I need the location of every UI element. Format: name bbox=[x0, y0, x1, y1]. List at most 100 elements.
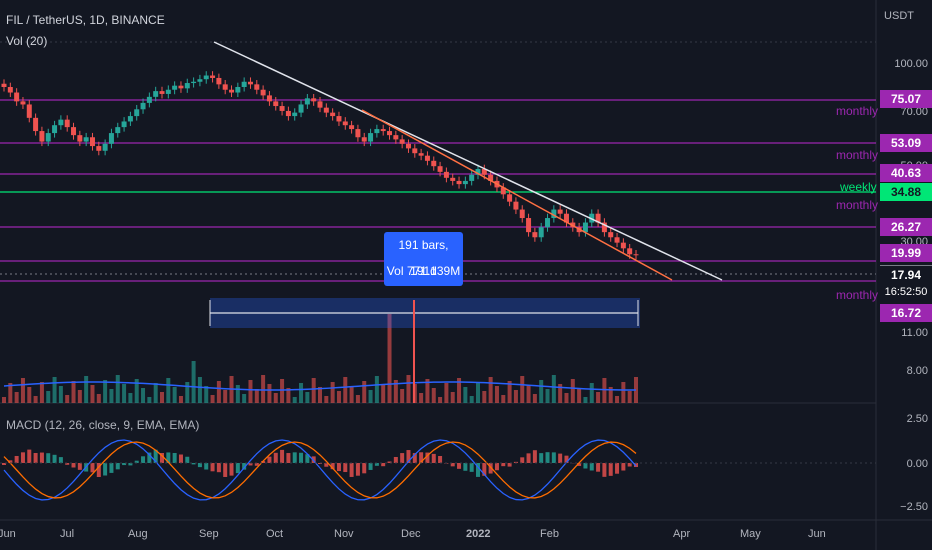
candle-body bbox=[633, 254, 639, 256]
macd-histogram-bar bbox=[551, 452, 556, 463]
macd-histogram-bar bbox=[419, 452, 424, 463]
level-tag-weekly: weekly bbox=[840, 180, 877, 194]
volume-bar bbox=[513, 390, 518, 403]
candle-body bbox=[526, 218, 532, 233]
volume-bar bbox=[166, 378, 171, 403]
candle-body bbox=[115, 127, 121, 134]
volume-bar bbox=[324, 396, 329, 403]
candle-body bbox=[64, 119, 70, 128]
time-tick: Jul bbox=[60, 528, 75, 540]
level-tag: monthly bbox=[836, 148, 879, 162]
macd-histogram-bar bbox=[248, 463, 253, 466]
candle-body bbox=[260, 89, 266, 96]
candle-body bbox=[71, 127, 77, 136]
candle-body bbox=[608, 232, 614, 238]
macd-histogram-bar bbox=[469, 463, 474, 472]
candle-body bbox=[153, 91, 159, 97]
macd-histogram-bar bbox=[532, 450, 537, 463]
macd-histogram-bar bbox=[65, 463, 70, 465]
macd-histogram-bar bbox=[381, 463, 386, 467]
volume-bar bbox=[90, 385, 95, 403]
volume-bar bbox=[273, 393, 278, 403]
macd-histogram-bar bbox=[8, 460, 13, 463]
level-label-monthly[interactable]: 75.07 bbox=[880, 90, 932, 108]
level-label-monthly[interactable]: 53.09 bbox=[880, 134, 932, 152]
level-label-monthly[interactable]: 16.72 bbox=[880, 304, 932, 322]
candle-body bbox=[20, 101, 26, 105]
macd-tick: 2.50 bbox=[906, 413, 928, 425]
macd-histogram-bar bbox=[147, 452, 152, 463]
candle-body bbox=[595, 213, 601, 223]
volume-bar bbox=[551, 375, 556, 403]
volume-bar bbox=[336, 391, 341, 403]
level-label[interactable]: 19.99 bbox=[880, 244, 932, 262]
volume-bar bbox=[570, 379, 575, 403]
macd-histogram-bar bbox=[254, 463, 259, 466]
candle-body bbox=[146, 96, 152, 103]
volume-bar bbox=[292, 397, 297, 403]
level-label-weekly[interactable]: 34.88 bbox=[880, 183, 932, 201]
macd-histogram-bar bbox=[210, 463, 215, 472]
volume-bar bbox=[457, 378, 462, 403]
macd-histogram-bar bbox=[558, 453, 563, 463]
volume-bar bbox=[197, 377, 202, 403]
time-tick: Nov bbox=[334, 528, 354, 540]
price-tick: 100.00 bbox=[894, 58, 928, 70]
signal-line bbox=[3, 441, 637, 499]
volume-bar bbox=[362, 381, 367, 403]
volume-bar bbox=[299, 383, 304, 403]
measure-volume: Vol 771.139M bbox=[386, 264, 461, 278]
macd-histogram-bar bbox=[33, 453, 38, 463]
volume-bar bbox=[318, 387, 322, 403]
macd-histogram-bar bbox=[153, 449, 158, 463]
macd-histogram-bar bbox=[39, 452, 44, 463]
candle-body bbox=[627, 248, 633, 255]
candle-body bbox=[134, 109, 140, 117]
candle-body bbox=[247, 81, 253, 85]
macd-histogram-bar bbox=[166, 452, 171, 463]
macd-histogram-bar bbox=[457, 463, 462, 469]
candle-body bbox=[437, 166, 443, 172]
volume-bar bbox=[564, 393, 569, 403]
candle-body bbox=[620, 242, 626, 249]
macd-tick: 0.00 bbox=[906, 458, 928, 470]
candle-body bbox=[140, 102, 146, 110]
volume-bar bbox=[621, 382, 626, 403]
volume-bar bbox=[374, 376, 379, 403]
macd-histogram-bar bbox=[507, 463, 512, 467]
candle-body bbox=[500, 187, 506, 195]
macd-histogram-bar bbox=[273, 452, 278, 463]
volume-bar bbox=[122, 384, 127, 403]
candle-body bbox=[462, 180, 468, 185]
macd-histogram-bar bbox=[583, 463, 588, 469]
volume-bar bbox=[71, 381, 76, 403]
symbol-title: FIL / TetherUS, 1D, BINANCE bbox=[6, 13, 165, 27]
macd-histogram-bar bbox=[374, 463, 379, 466]
volume-bar bbox=[330, 382, 335, 403]
macd-histogram-bar bbox=[501, 463, 506, 467]
macd-histogram-bar bbox=[615, 463, 620, 474]
macd-histogram-bar bbox=[305, 454, 310, 463]
measure-bars: 191 bars, 191d bbox=[398, 238, 449, 278]
candle-body bbox=[469, 174, 475, 181]
candle-body bbox=[121, 121, 127, 128]
level-label[interactable]: 26.27 bbox=[880, 218, 932, 236]
macd-histogram-bar bbox=[122, 463, 127, 466]
candle-body bbox=[519, 209, 525, 219]
macd-tick: −2.50 bbox=[900, 501, 928, 513]
candle-body bbox=[424, 155, 430, 161]
volume-bar bbox=[254, 389, 259, 403]
candle-body bbox=[361, 137, 367, 142]
candle-body bbox=[601, 222, 607, 233]
volume-bar bbox=[134, 379, 139, 403]
candle-body bbox=[45, 133, 51, 142]
macd-histogram-bar bbox=[368, 463, 373, 470]
volume-bar bbox=[52, 377, 57, 403]
candle-body bbox=[330, 112, 336, 117]
candle-body bbox=[513, 201, 519, 210]
level-label-monthly[interactable]: 40.63 bbox=[880, 164, 932, 182]
candle-body bbox=[393, 135, 399, 140]
volume-bar bbox=[33, 396, 38, 403]
volume-bar bbox=[444, 383, 449, 403]
